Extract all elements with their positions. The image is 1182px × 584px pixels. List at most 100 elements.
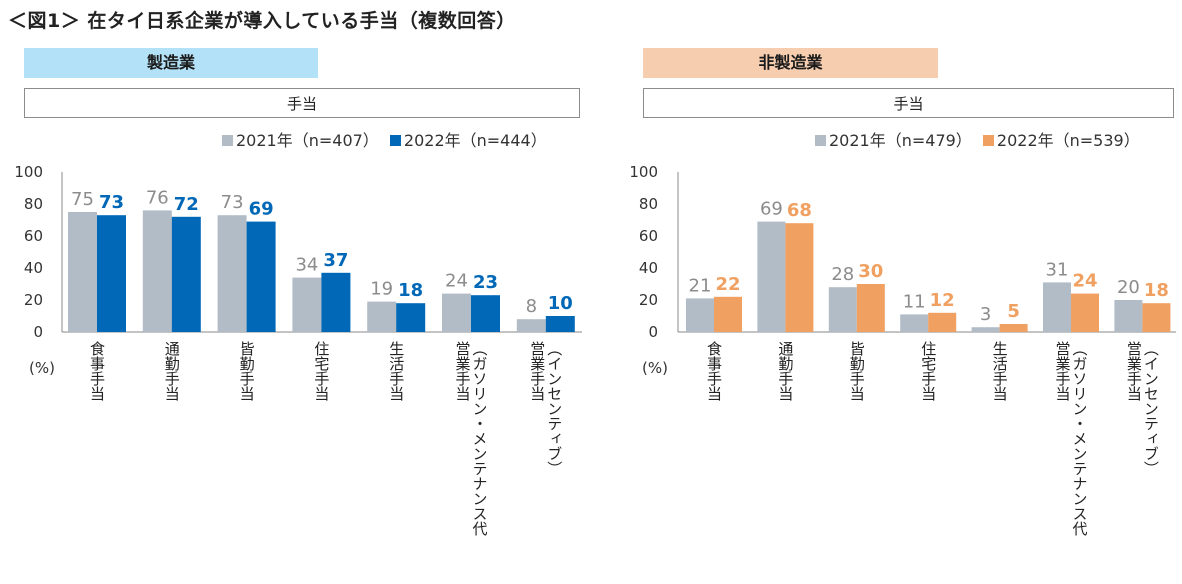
bar-2021 [1114,300,1143,332]
bar-2022 [396,303,426,332]
data-label-2022: 12 [930,290,955,311]
manufacturing-allowance-box: 手当 [24,88,580,118]
bar-2021 [142,210,172,332]
data-label-2021: 11 [903,291,926,312]
y-tick-label: 60 [639,227,658,245]
bar-2021 [828,287,857,332]
category-label: 生活手当 [387,341,405,401]
bar-2022 [856,284,885,332]
y-tick-label: 60 [24,227,43,245]
data-label-2022: 69 [249,199,274,220]
category-label: 住宅手当 [919,341,937,401]
category-label: 皆勤手当 [238,341,256,401]
data-label-2021: 21 [689,275,712,296]
y-tick-label: 0 [648,323,658,341]
manufacturing-legend: 2021年（n=407） 2022年（n=444） [222,127,553,151]
y-tick-label: 40 [639,259,658,277]
bar-2022 [471,295,500,332]
category-label: 営業手当 [1125,341,1143,401]
category-label: 住宅手当 [312,341,330,401]
data-label-2022: 73 [99,192,124,213]
bar-2022 [785,223,814,332]
category-label: 営業手当 [528,341,546,401]
legend-swatch-2021 [815,135,826,146]
figure-title: ＜図1＞ 在タイ日系企業が導入している手当（複数回答） [8,10,516,32]
y-unit-label: (%) [642,359,668,377]
category-label: 生活手当 [991,341,1009,401]
bar-2021 [757,221,786,332]
data-label-2022: 24 [1072,271,1097,292]
bar-2021 [686,298,714,332]
data-label-2021: 34 [295,255,318,276]
data-label-2022: 18 [398,280,423,301]
legend-swatch-2021 [222,135,233,146]
legend-swatch-2022 [982,135,994,146]
bar-2021 [367,301,397,332]
legend-swatch-2022 [389,135,401,146]
data-label-2022: 18 [1144,280,1169,301]
bar-2022 [171,216,201,332]
y-tick-label: 40 [24,259,43,277]
non-manufacturing-section-label: 非製造業 [643,48,938,78]
bar-2022 [999,324,1028,332]
data-label-2021: 69 [760,199,783,220]
data-label-2022: 30 [858,261,883,282]
legend-item-2022: 2022年（n=539） [982,131,1140,150]
bar-2021 [442,293,471,332]
legend-label-2021: 2021年（n=407） [236,131,379,150]
category-label: 食事手当 [88,341,106,401]
bar-2022 [1142,303,1171,332]
data-label-2021: 20 [1117,277,1140,298]
bar-2021 [68,212,97,332]
category-label: （インセンティブ） [545,341,563,476]
category-label: 営業手当 [454,341,472,401]
legend-label-2021: 2021年（n=479） [829,131,972,150]
bar-2021 [292,277,322,332]
legend-item-2021: 2021年（n=407） [222,131,384,150]
y-tick-label: 100 [629,163,658,181]
data-label-2022: 37 [323,250,348,271]
category-label: 通勤手当 [163,341,181,401]
data-label-2021: 19 [370,279,393,300]
legend-item-2021: 2021年（n=479） [815,131,977,150]
bar-2022 [545,316,575,332]
y-tick-label: 20 [24,291,43,309]
legend-label-2022: 2022年（n=444） [403,131,547,150]
legend-label-2022: 2022年（n=539） [996,131,1140,150]
data-label-2021: 8 [526,296,537,317]
data-label-2022: 10 [548,293,573,314]
category-label: 食事手当 [705,341,723,401]
data-label-2022: 22 [715,274,740,295]
y-tick-label: 0 [33,323,43,341]
data-label-2022: 23 [473,272,498,293]
non-manufacturing-legend: 2021年（n=479） 2022年（n=539） [815,127,1146,151]
data-label-2022: 72 [174,194,199,215]
y-tick-label: 100 [14,163,43,181]
bar-2021 [217,215,247,332]
category-label: 通勤手当 [776,341,794,401]
bar-2021 [516,319,546,332]
category-label: （インセンティブ） [1142,341,1160,476]
bar-2022 [97,215,126,332]
data-label-2022: 68 [787,200,812,221]
bar-2021 [1043,282,1071,332]
bar-2022 [321,272,351,332]
bar-2021 [900,314,929,332]
data-label-2021: 28 [831,264,854,285]
data-label-2021: 76 [146,187,169,208]
data-label-2021: 24 [445,271,468,292]
data-label-2021: 73 [221,192,244,213]
category-label: 皆勤手当 [848,341,866,401]
data-label-2021: 3 [980,304,991,325]
data-label-2021: 75 [71,189,94,210]
bar-2022 [714,296,742,332]
manufacturing-section-label: 製造業 [24,48,318,78]
y-tick-label: 20 [639,291,658,309]
y-tick-label: 80 [24,195,43,213]
y-unit-label: (%) [29,359,55,377]
y-tick-label: 80 [639,195,658,213]
category-label: （ガソリン・メンテナンス代 [1071,341,1089,537]
data-label-2021: 31 [1046,259,1069,280]
data-label-2022: 5 [1007,301,1020,322]
